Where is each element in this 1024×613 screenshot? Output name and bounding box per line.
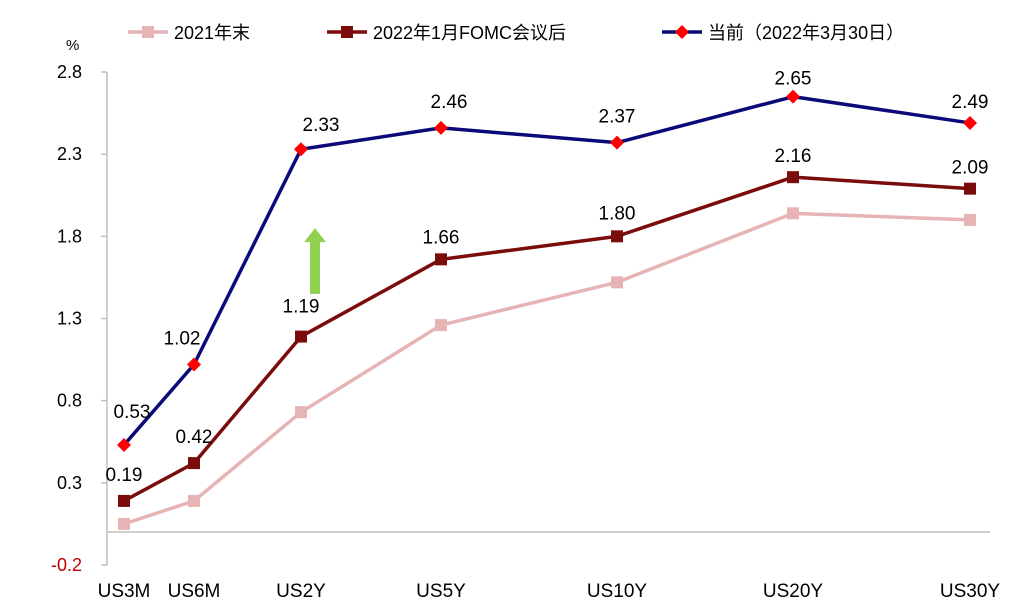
data-labels: 0.19 0.42 1.19 1.66 1.80 2.16 2.09 0.53 1.02 2.33… xyxy=(106,69,989,486)
data-point-2 xyxy=(786,89,800,104)
y-axis-unit: % xyxy=(66,37,79,54)
data-point-1 xyxy=(435,253,447,266)
data-point-2 xyxy=(294,142,308,157)
data-label: 0.19 xyxy=(106,465,143,486)
x-tick-labels: US3M US6M US2Y US5Y US10Y US20Y US30Y xyxy=(98,581,1001,602)
y-tick-label: -0.2 xyxy=(51,555,82,575)
x-tick-label: US10Y xyxy=(587,581,648,602)
data-label: 2.33 xyxy=(303,115,340,136)
y-tick-label: 0.8 xyxy=(57,391,82,411)
data-point-1 xyxy=(118,494,130,507)
data-label: 0.42 xyxy=(176,427,213,448)
data-point-0 xyxy=(295,406,307,419)
series-line-0 xyxy=(123,211,971,526)
data-point-1 xyxy=(787,171,799,184)
data-label: 1.66 xyxy=(423,227,460,248)
data-point-2 xyxy=(610,135,624,150)
up-arrow-annotation xyxy=(304,228,326,294)
y-tick-label: 0.3 xyxy=(57,473,82,493)
data-label: 1.80 xyxy=(599,203,636,224)
axes: % xyxy=(66,37,990,566)
series-lines xyxy=(122,94,971,526)
data-point-1 xyxy=(295,330,307,343)
data-label: 2.37 xyxy=(599,107,636,128)
data-label: 2.09 xyxy=(952,158,989,179)
data-point-0 xyxy=(964,213,976,226)
x-tick-label: US20Y xyxy=(763,581,824,602)
x-tick-label: US2Y xyxy=(276,581,326,602)
legend-marker-2 xyxy=(675,25,689,39)
data-point-1 xyxy=(964,182,976,195)
data-point-0 xyxy=(118,517,130,530)
legend-label-1: 2022年1月FOMC会议后 xyxy=(373,23,566,43)
data-label: 2.49 xyxy=(952,92,989,113)
y-tick-label: 2.8 xyxy=(57,62,82,82)
data-point-2 xyxy=(434,120,448,135)
y-tick-label: 2.3 xyxy=(57,144,82,164)
data-point-1 xyxy=(611,230,623,243)
x-tick-label: US3M xyxy=(98,581,151,602)
data-point-0 xyxy=(188,494,200,507)
data-label: 2.65 xyxy=(775,69,812,90)
data-point-2 xyxy=(963,115,977,130)
legend-label-2: 当前（2022年3月30日） xyxy=(708,23,904,43)
data-point-2 xyxy=(117,438,131,453)
legend-marker-0 xyxy=(142,26,154,38)
series-line-2 xyxy=(122,94,971,447)
series-markers xyxy=(117,89,977,530)
legend-marker-1 xyxy=(341,26,353,38)
x-tick-label: US6M xyxy=(168,581,221,602)
data-label: 1.02 xyxy=(164,329,201,350)
legend-label-0: 2021年末 xyxy=(174,23,250,43)
y-tick-label: 1.3 xyxy=(57,309,82,329)
data-point-0 xyxy=(435,319,447,332)
data-point-0 xyxy=(611,276,623,289)
data-label: 0.53 xyxy=(114,402,151,423)
data-label: 1.19 xyxy=(283,297,320,318)
annotations xyxy=(304,228,326,294)
x-tick-label: US5Y xyxy=(416,581,466,602)
data-point-0 xyxy=(787,207,799,220)
y-tick-label: 1.8 xyxy=(57,226,82,246)
data-point-1 xyxy=(188,457,200,470)
data-label: 2.16 xyxy=(775,146,812,167)
data-label: 2.46 xyxy=(431,92,468,113)
data-point-2 xyxy=(187,357,201,372)
y-tick-labels: 2.8 2.3 1.8 1.3 0.8 0.3 -0.2 xyxy=(51,62,82,575)
x-tick-label: US30Y xyxy=(940,581,1001,602)
legend: 2021年末 2022年1月FOMC会议后 当前（2022年3月30日） xyxy=(128,23,904,43)
